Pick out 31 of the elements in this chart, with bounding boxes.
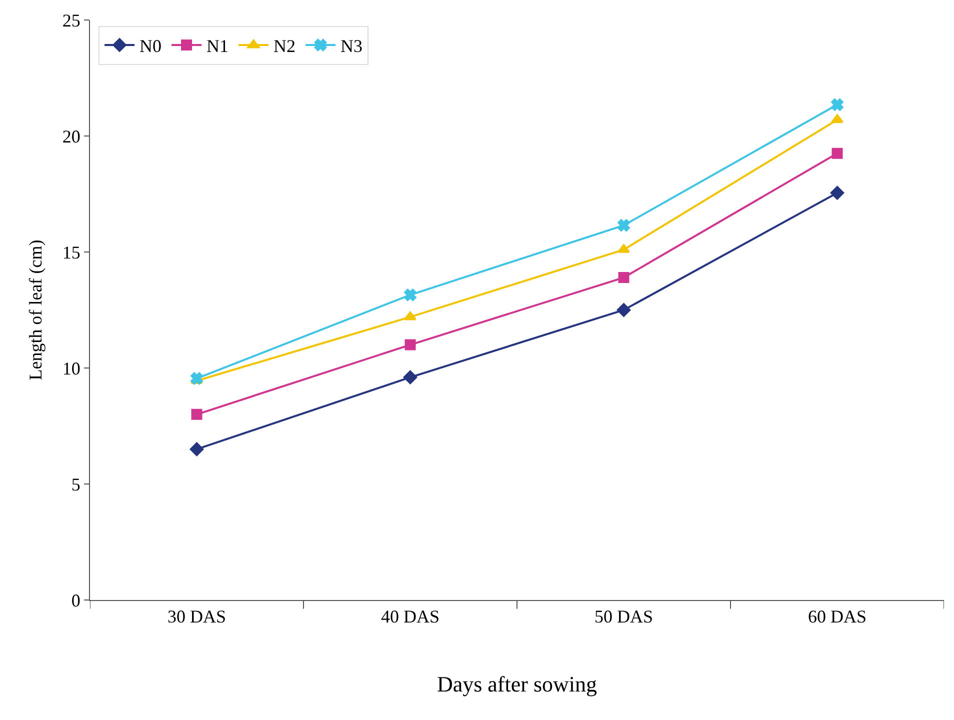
y-tick-label: 10 <box>62 358 80 378</box>
point <box>831 98 844 111</box>
y-tick-label: 20 <box>62 126 80 146</box>
point <box>403 370 418 384</box>
point <box>404 288 416 302</box>
legend-label: N3 <box>340 36 363 56</box>
point <box>830 186 844 200</box>
legend-label: N2 <box>274 36 296 56</box>
point <box>404 339 416 350</box>
point <box>618 244 630 253</box>
x-tick-label: 50 DAS <box>594 606 654 627</box>
point <box>618 272 630 284</box>
y-axis-title: Length of leaf (cm) <box>26 240 46 380</box>
point <box>616 303 631 317</box>
y-tick-label: 0 <box>71 590 80 610</box>
x-axis-title: Days after sowing <box>436 672 598 696</box>
x-tick-label: 40 DAS <box>380 606 440 627</box>
point <box>832 148 843 159</box>
y-tick-label: 15 <box>62 242 80 262</box>
point <box>831 114 844 124</box>
y-tick-label: 5 <box>71 474 80 494</box>
point <box>618 219 630 232</box>
y-tick-label: 25 <box>62 10 80 30</box>
legend-label: N1 <box>206 36 229 56</box>
legend-label: N0 <box>140 36 162 56</box>
x-tick-label: 60 DAS <box>808 606 867 627</box>
point <box>190 372 203 385</box>
point <box>404 311 416 320</box>
point <box>191 408 202 420</box>
x-tick-label: 30 DAS <box>167 606 226 627</box>
point <box>190 442 204 456</box>
